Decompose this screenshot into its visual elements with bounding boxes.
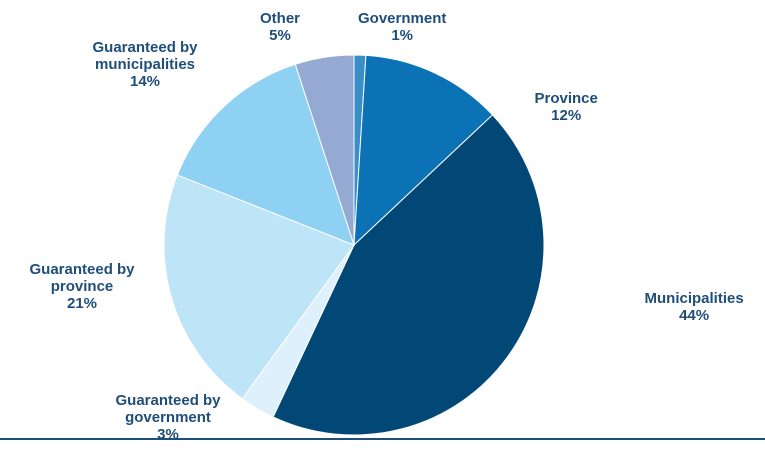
slice-label-text: Guaranteed by bbox=[92, 39, 198, 56]
slice-label-text: Guaranteed by bbox=[115, 392, 221, 409]
slice-label-text: Province bbox=[534, 90, 598, 107]
slice-label-text: province bbox=[50, 278, 114, 295]
slice-percent: 44% bbox=[679, 307, 710, 324]
slice-percent: 3% bbox=[157, 426, 179, 443]
slice-label-government: Government 1% bbox=[358, 10, 446, 44]
slice-label-province: Province 12% bbox=[535, 90, 598, 124]
slice-label-text: Other bbox=[260, 10, 301, 27]
slice-label-municipalities: Municipalities 44% bbox=[645, 290, 744, 324]
slice-label-text: Government bbox=[358, 10, 447, 27]
slice-municipalities bbox=[272, 114, 545, 436]
bottom-rule bbox=[0, 438, 765, 440]
slice-percent: 14% bbox=[130, 73, 161, 90]
slice-label-other: Other 5% bbox=[260, 10, 300, 44]
slice-other bbox=[294, 54, 355, 246]
slice-label-guaranteed-by-province: Guaranteed by province 21% bbox=[30, 261, 135, 312]
slice-percent: 5% bbox=[269, 27, 291, 44]
slice-label-text: government bbox=[125, 409, 211, 426]
slice-label-text: Guaranteed by bbox=[29, 261, 135, 278]
slice-guaranteed-by-province bbox=[163, 174, 355, 400]
slice-label-guaranteed-by-government: Guaranteed by government 3% bbox=[116, 392, 221, 443]
slice-percent: 1% bbox=[391, 27, 414, 44]
slice-percent: 21% bbox=[67, 295, 98, 312]
slice-label-text: municipalities bbox=[95, 56, 196, 73]
slice-percent: 12% bbox=[551, 107, 582, 124]
slice-label-guaranteed-by-municipalities: Guaranteed by municipalities 14% bbox=[93, 39, 198, 90]
slice-province bbox=[353, 54, 494, 247]
pie-slices bbox=[163, 54, 545, 436]
slice-label-text: Municipalities bbox=[644, 290, 744, 307]
